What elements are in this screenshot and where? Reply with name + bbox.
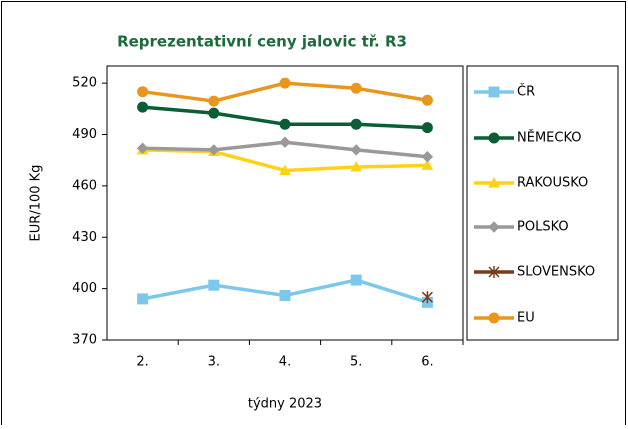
- x-tick-label: 6.: [421, 355, 433, 370]
- x-tick-label: 4.: [279, 355, 291, 370]
- marker: [208, 144, 220, 156]
- marker: [421, 151, 434, 163]
- marker: [488, 176, 500, 188]
- y-tick-label: 520: [72, 76, 97, 91]
- marker: [488, 312, 500, 324]
- legend-label: EU: [517, 311, 535, 326]
- marker: [350, 144, 362, 156]
- legend-frame: [466, 65, 619, 341]
- marker: [488, 266, 500, 278]
- marker: [350, 274, 362, 286]
- marker: [421, 159, 434, 170]
- legend-label: RAKOUSKO: [517, 176, 588, 191]
- marker: [137, 101, 149, 113]
- y-tick-label: 400: [72, 281, 97, 296]
- y-axis-label: EUR/100 Kg: [29, 165, 44, 242]
- marker: [208, 95, 220, 107]
- marker: [421, 122, 433, 134]
- legend-label: NĚMECKO: [517, 130, 582, 146]
- y-tick-label: 460: [72, 178, 97, 193]
- y-tick-label: 430: [72, 230, 97, 245]
- marker: [137, 293, 149, 305]
- marker: [350, 118, 362, 130]
- x-axis-label: týdny 2023: [248, 397, 322, 412]
- marker: [350, 161, 363, 172]
- y-tick-label: 370: [72, 333, 97, 348]
- marker: [208, 107, 220, 119]
- legend-label: ČR: [517, 84, 535, 100]
- marker: [488, 132, 500, 144]
- plot-frame: [106, 65, 464, 341]
- marker: [421, 291, 433, 304]
- marker: [279, 136, 291, 148]
- marker: [488, 221, 500, 233]
- marker: [488, 86, 500, 98]
- marker: [136, 142, 149, 154]
- marker: [421, 94, 433, 106]
- marker: [279, 118, 291, 130]
- marker: [208, 279, 220, 291]
- marker: [279, 289, 291, 301]
- chart-title: Reprezentativní ceny jalovic tř. R3: [117, 33, 407, 51]
- x-tick-label: 3.: [208, 355, 220, 370]
- x-tick-label: 2.: [136, 355, 148, 370]
- marker: [279, 77, 291, 89]
- y-tick-label: 490: [72, 127, 97, 142]
- marker: [279, 164, 291, 175]
- marker: [137, 86, 149, 98]
- marker: [350, 82, 362, 94]
- legend-label: SLOVENSKO: [517, 265, 595, 280]
- legend-label: POLSKO: [517, 220, 569, 235]
- x-tick-label: 5.: [350, 355, 362, 370]
